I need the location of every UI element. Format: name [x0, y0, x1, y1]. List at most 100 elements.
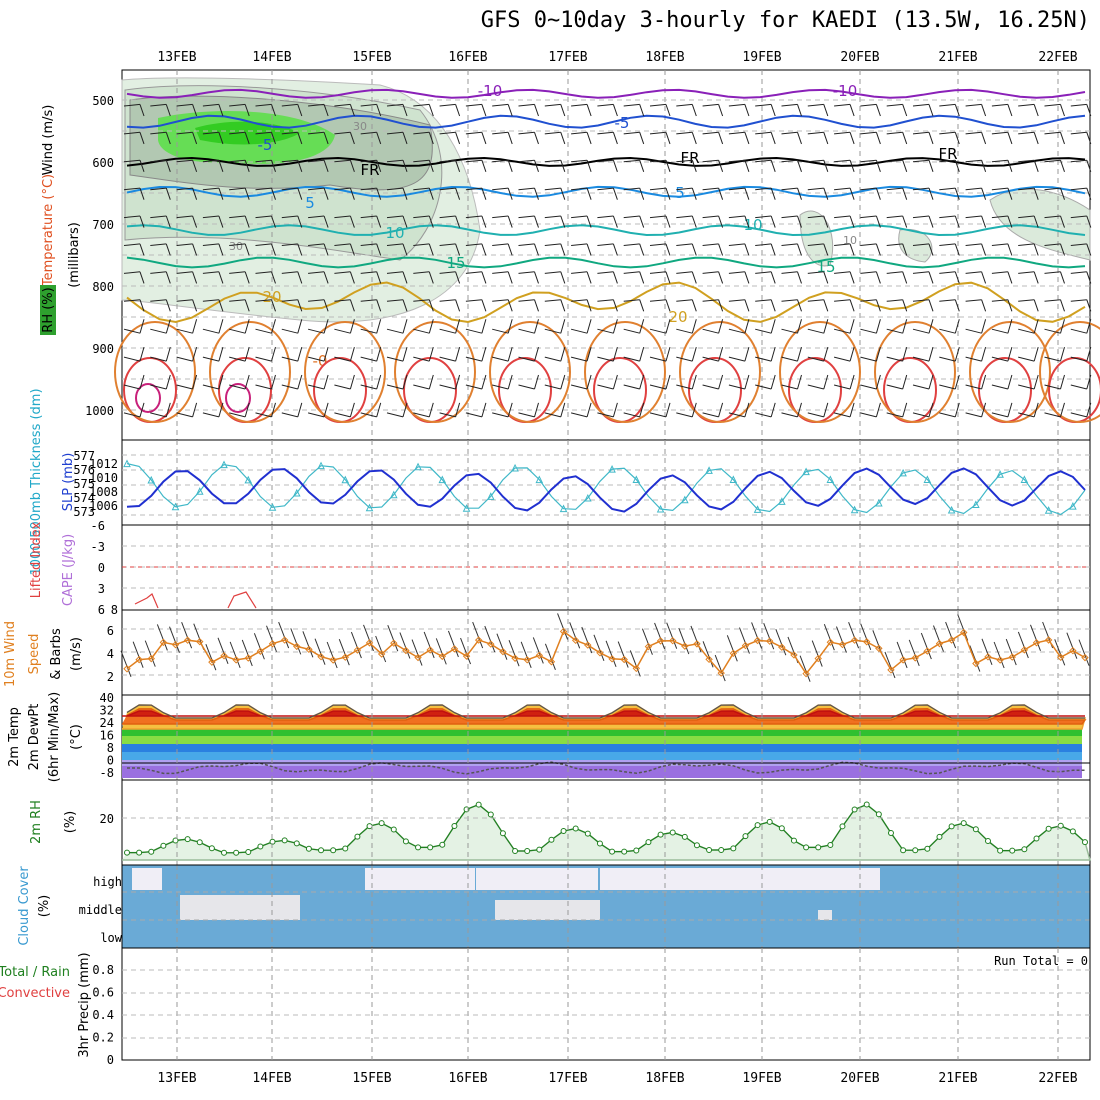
- wind-barb-shaft: [834, 271, 851, 274]
- thickness-marker-50: [729, 475, 738, 483]
- date-label-bottom-9: 22FEB: [1038, 1071, 1077, 1086]
- contour-label-7: 5: [305, 194, 315, 212]
- wind-barb-422: [518, 402, 539, 418]
- wind-barb-164: [544, 215, 566, 228]
- wind-barb-25: [781, 103, 802, 117]
- wind-barb-302: [281, 319, 303, 334]
- wind10-barb-66: [920, 632, 932, 660]
- wind-barb-65: [860, 131, 881, 145]
- wind-barb-327: [939, 319, 960, 334]
- wind-barb-feather: [1060, 374, 1065, 390]
- wind-barb-shaft: [492, 159, 509, 163]
- wind-barb-feather: [1060, 299, 1065, 312]
- wind-barb-409: [176, 402, 198, 418]
- wind-barb-feather: [928, 346, 934, 362]
- wind-barb-336: [202, 346, 224, 362]
- wind-barb-feather: [192, 346, 198, 362]
- wind-barb-feather: [586, 374, 592, 390]
- wind-barb-373: [202, 374, 224, 390]
- wind-barb-374: [229, 374, 250, 390]
- wind10-barb-5: [181, 622, 193, 649]
- wind-barb-59: [702, 131, 724, 145]
- wind-barb-feather: [928, 215, 934, 228]
- wind-barb-feather: [744, 243, 750, 256]
- wind-barb-feather: [691, 319, 697, 334]
- wind10-marker-66: [923, 647, 932, 655]
- wind-barb-feather: [902, 132, 908, 145]
- wind-barb-0: [123, 103, 145, 117]
- wind-barb-feather: [902, 104, 908, 117]
- wind-barb-261: [176, 299, 198, 312]
- wind-barb-feather: [455, 346, 461, 362]
- wind-barb-feather: [875, 319, 881, 334]
- wind-barb-27: [834, 103, 855, 117]
- wind-barb-shaft: [492, 243, 509, 246]
- wind-barb-401: [939, 374, 960, 390]
- wind-barb-138: [834, 187, 855, 200]
- wind-barb-55: [597, 131, 618, 145]
- wind-barb-shaft: [702, 131, 719, 135]
- wind-barb-153: [255, 215, 276, 228]
- rh-marker-53: [766, 818, 773, 825]
- wind-barb-shaft: [807, 131, 824, 135]
- wind-barb-shaft: [623, 103, 640, 107]
- rh-marker-60: [851, 806, 858, 813]
- wind-barb-shaft: [1070, 356, 1087, 362]
- wind-barb-shaft: [386, 187, 404, 191]
- wind-barb-16: [544, 103, 566, 117]
- wind-barb-18: [597, 103, 618, 117]
- wind-barb-shaft: [386, 384, 404, 390]
- wind-barb-shaft: [439, 384, 456, 390]
- wind-barb-shaft: [229, 412, 246, 418]
- label-precip-axis: 3hr Precip (mm): [77, 952, 92, 1057]
- wind-barb-feather: [218, 243, 224, 256]
- wind-barb-161: [465, 215, 487, 228]
- wind-barb-195: [386, 243, 408, 256]
- wind10-marker-31: [499, 647, 507, 656]
- wind-barb-125: [492, 187, 513, 200]
- contour-label-17: 30: [229, 240, 243, 253]
- rh-marker-18: [342, 845, 349, 852]
- wind-barb-shaft: [860, 187, 877, 191]
- wind-barb-115: [229, 187, 250, 200]
- rh-shade-20feb: [799, 210, 834, 267]
- wind-barb-shaft: [202, 131, 219, 135]
- wind-barb-feather: [1086, 319, 1092, 334]
- wind-barb-160: [439, 215, 461, 228]
- rh-marker-49: [718, 847, 725, 853]
- wind-barb-224: [176, 271, 198, 284]
- wind-barb-feather: [954, 132, 960, 145]
- wind-barb-282: [728, 299, 750, 312]
- rh-marker-63: [887, 829, 894, 836]
- wind10-marker-6: [196, 637, 204, 646]
- wind-barb-365: [965, 346, 987, 362]
- wind-barb-feather: [718, 187, 724, 200]
- wind-barb-263: [229, 299, 250, 312]
- label-wind-speed: Speed: [27, 634, 42, 675]
- wind-barb-218: [991, 243, 1013, 256]
- rh-marker-41: [621, 848, 628, 855]
- wind-barb-feather: [402, 271, 408, 284]
- wind-barb-feather: [1007, 132, 1013, 145]
- wind10-barb-77: [1054, 639, 1066, 666]
- wind-barb-216: [939, 243, 960, 256]
- wind-barb-213: [860, 243, 881, 256]
- slp-panel-frame: [121, 439, 1091, 526]
- wind-barb-feather: [428, 132, 434, 145]
- date-label-bottom-3: 16FEB: [448, 1071, 487, 1086]
- wind-barb-shaft: [465, 215, 482, 219]
- wind-barb-shaft: [1018, 187, 1035, 191]
- wind10-marker-15: [305, 645, 313, 654]
- wind-barb-10: [386, 103, 408, 117]
- wind-barb-shaft: [176, 187, 193, 191]
- wind-barb-69: [965, 131, 987, 145]
- wind-barb-feather: [534, 132, 539, 145]
- wind-barb-feather: [928, 187, 934, 200]
- wind-barb-264: [255, 299, 276, 312]
- wind-barb-95: [676, 159, 697, 172]
- wind-barb-shaft: [1070, 328, 1087, 334]
- wind-barb-feather: [192, 299, 198, 312]
- wind-barb-shaft: [676, 159, 693, 163]
- wind-barb-210: [781, 243, 802, 256]
- wind-barb-feather: [612, 271, 618, 284]
